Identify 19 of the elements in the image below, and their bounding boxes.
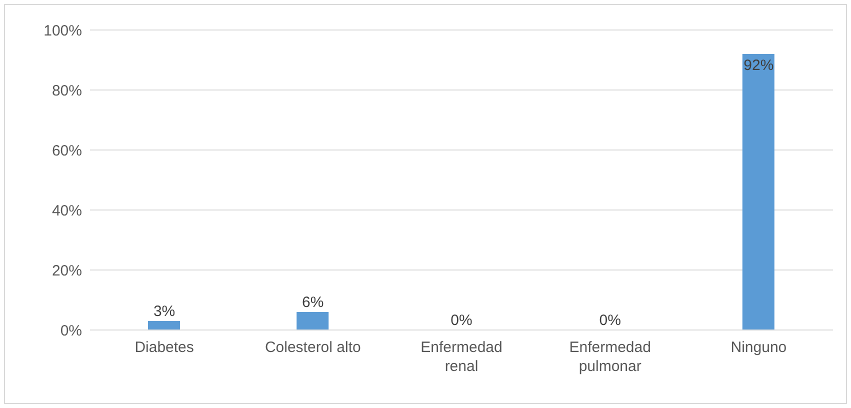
data-label: 6% xyxy=(302,294,324,311)
y-tick-label: 40% xyxy=(52,202,82,220)
data-label: 3% xyxy=(153,303,176,320)
y-tick-label: 20% xyxy=(52,262,82,280)
bar xyxy=(742,54,774,330)
x-tick-label: Enfermedad renal xyxy=(420,339,502,375)
bar xyxy=(148,321,180,330)
data-label: 92% xyxy=(744,57,774,74)
y-tick-label: 100% xyxy=(44,22,82,40)
data-label: 0% xyxy=(599,312,621,329)
x-tick-label: Colesterol alto xyxy=(264,339,361,356)
x-tick-label: Diabetes xyxy=(134,339,194,356)
y-tick-label: 80% xyxy=(52,82,82,100)
bar xyxy=(296,312,329,330)
y-tick-label: 0% xyxy=(60,322,82,340)
data-label: 0% xyxy=(450,312,472,329)
x-tick-label: Enfermedad pulmonar xyxy=(569,339,651,375)
y-tick-label: 60% xyxy=(52,142,82,160)
x-tick-label: Ninguno xyxy=(730,339,787,356)
